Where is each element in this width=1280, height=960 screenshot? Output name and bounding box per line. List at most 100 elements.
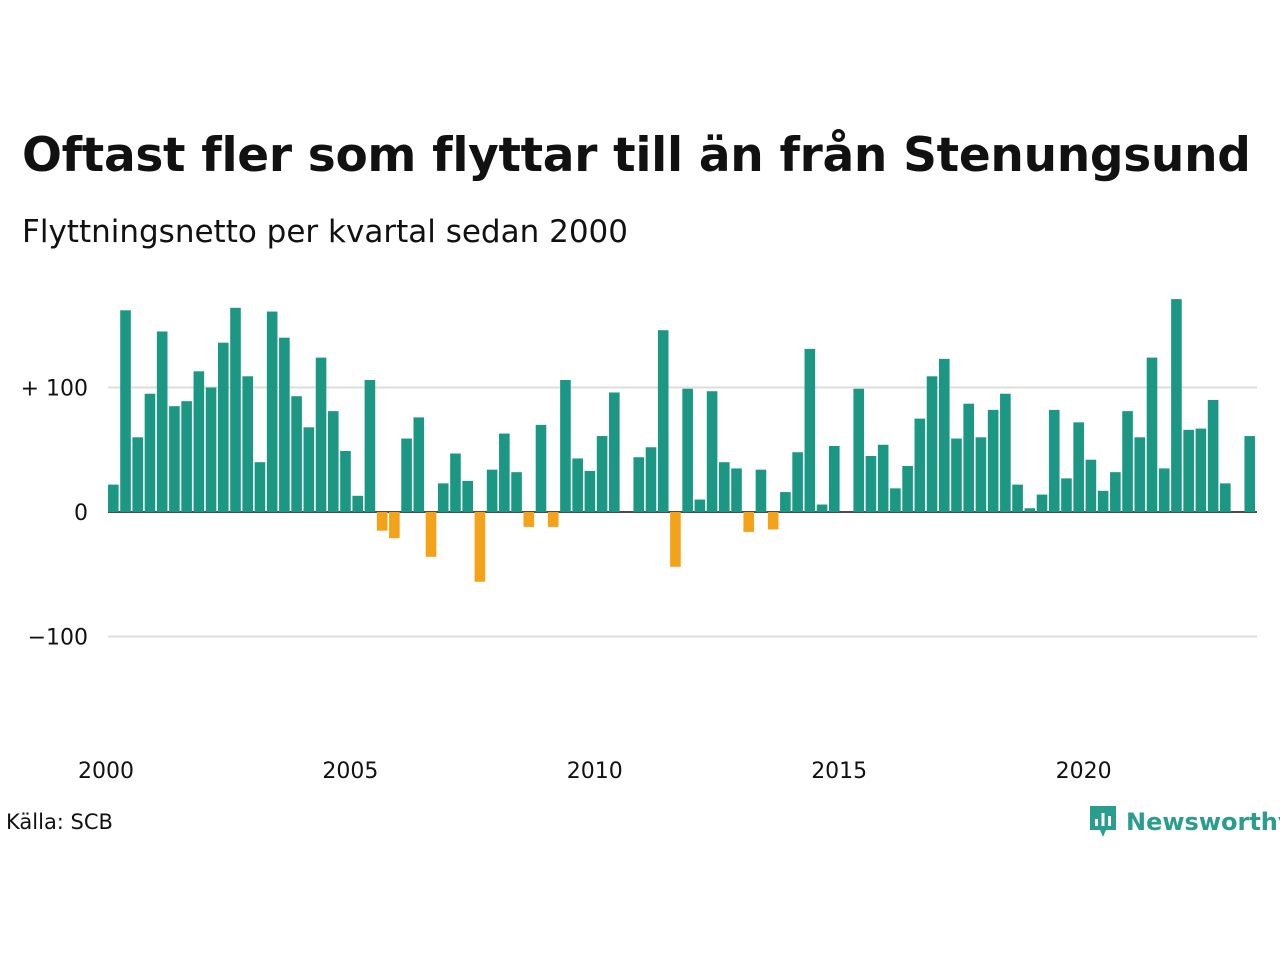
bar-negative xyxy=(743,512,755,532)
bar-positive xyxy=(1036,494,1048,512)
bar-positive xyxy=(719,462,730,512)
bar-positive xyxy=(1146,357,1158,512)
bar-positive xyxy=(132,437,144,512)
bar-negative xyxy=(474,512,486,582)
bar-positive xyxy=(340,451,351,513)
bar-positive xyxy=(987,409,999,512)
x-tick-label: 2015 xyxy=(811,759,867,784)
bar-positive xyxy=(804,348,816,512)
bar-positive xyxy=(315,357,327,512)
bar-positive xyxy=(560,380,571,512)
bar-positive xyxy=(902,465,913,513)
axis-labels: + 100 0 −100 2000 2005 2010 2015 2020 xyxy=(21,377,1112,785)
bar-negative xyxy=(523,512,535,527)
bar-positive xyxy=(1097,490,1109,512)
bar-positive xyxy=(1220,483,1231,513)
source-label: Källa: SCB xyxy=(6,810,113,834)
x-tick-label: 2010 xyxy=(567,759,623,784)
bar-positive xyxy=(1207,399,1219,512)
bar-negative xyxy=(547,512,559,527)
bar-positive xyxy=(1073,422,1084,512)
y-tick-label: + 100 xyxy=(21,377,88,402)
bar-positive xyxy=(1061,478,1072,512)
bar-positive xyxy=(1012,484,1023,512)
x-tick-label: 2000 xyxy=(78,759,134,784)
bar-positive xyxy=(217,342,229,512)
bar-negative xyxy=(389,512,400,539)
bar-positive xyxy=(975,437,987,512)
bar-positive xyxy=(926,376,938,512)
bar-positive xyxy=(1171,299,1182,513)
bar-positive xyxy=(486,469,498,512)
bar-positive xyxy=(266,311,278,512)
bar-positive xyxy=(584,470,596,513)
bar-positive xyxy=(242,376,254,512)
bar-positive xyxy=(1048,409,1060,512)
bar-positive xyxy=(963,403,974,513)
bar-positive xyxy=(657,330,669,512)
y-tick-label: −100 xyxy=(28,626,88,651)
bar-positive xyxy=(450,453,461,513)
bar-positive xyxy=(120,310,131,512)
bar-positive xyxy=(694,499,706,512)
bar-positive xyxy=(327,411,339,512)
bar-positive xyxy=(108,484,119,512)
bar-positive xyxy=(951,438,962,512)
bar-positive xyxy=(254,462,266,512)
x-tick-label: 2005 xyxy=(322,759,378,784)
bar-positive xyxy=(1122,411,1133,512)
chart-subtitle: Flyttningsnetto per kvartal sedan 2000 xyxy=(22,214,628,250)
bar-positive xyxy=(535,424,547,512)
bar-positive xyxy=(499,433,510,512)
bar-positive xyxy=(193,371,205,512)
bar-positive xyxy=(596,436,608,513)
bar-positive xyxy=(1158,468,1170,513)
bar-positive xyxy=(364,380,376,512)
bar-positive xyxy=(816,504,828,512)
chart-title: Oftast fler som flyttar till än från Ste… xyxy=(22,128,1251,183)
bar-positive xyxy=(462,480,473,513)
bar-positive xyxy=(877,444,889,512)
bar-positive xyxy=(1195,428,1207,512)
bar-positive xyxy=(706,391,718,513)
bar-positive xyxy=(853,388,865,513)
bar-positive xyxy=(645,447,657,512)
bar-positive xyxy=(291,396,302,512)
bar-positive xyxy=(938,358,950,513)
bar-positive xyxy=(609,392,620,512)
bar-positive xyxy=(413,417,425,512)
bar-positive xyxy=(230,307,241,512)
bar-negative xyxy=(376,512,388,531)
brand-logo: Newsworthy xyxy=(1088,804,1280,840)
bar-positive xyxy=(914,418,926,513)
bar-positive xyxy=(181,401,192,512)
bar-positive xyxy=(279,337,290,512)
bar-positive xyxy=(828,446,840,512)
bar-positive xyxy=(890,488,901,513)
bar-positive xyxy=(1134,437,1146,512)
bar-positive xyxy=(1024,508,1036,512)
bar-positive xyxy=(352,495,363,512)
bar-positive xyxy=(633,457,645,512)
bar-negative xyxy=(767,512,779,530)
bar-positive xyxy=(144,393,156,513)
x-tick-label: 2020 xyxy=(1056,759,1112,784)
bar-positive xyxy=(1110,472,1121,512)
bar-positive xyxy=(511,472,522,512)
newsworthy-logo-icon xyxy=(1090,806,1116,837)
bar-positive xyxy=(401,438,412,512)
bar-positive xyxy=(169,406,180,513)
y-tick-label: 0 xyxy=(74,501,88,526)
bars xyxy=(108,299,1256,582)
bar-positive xyxy=(1244,436,1256,513)
bar-positive xyxy=(437,483,449,513)
bar-negative xyxy=(425,512,437,557)
bar-positive xyxy=(682,388,693,513)
bar-positive xyxy=(780,492,791,512)
brand-name: Newsworthy xyxy=(1126,808,1280,836)
bar-positive xyxy=(1000,393,1011,513)
bar-positive xyxy=(156,331,168,513)
bar-positive xyxy=(1085,459,1097,512)
bar-positive xyxy=(755,469,767,512)
